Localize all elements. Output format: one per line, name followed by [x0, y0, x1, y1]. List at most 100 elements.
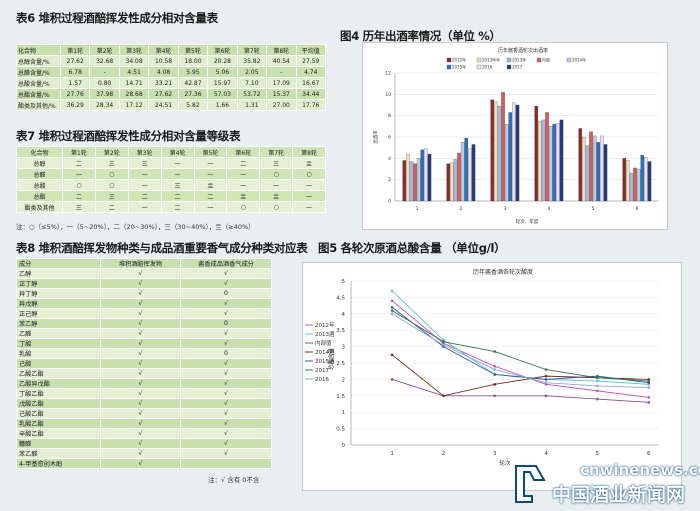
table-cell: √ [100, 408, 181, 419]
table-cell: 33.21 [148, 77, 179, 89]
data-point [390, 312, 394, 316]
table-cell: 4.51 [118, 66, 150, 78]
data-point [544, 378, 548, 381]
fig5-title: 图5 各轮次原酒总酸含量 （单位g/l） [318, 241, 506, 255]
bar [541, 119, 546, 202]
legend-swatch [506, 57, 512, 63]
bar [603, 144, 608, 202]
y-tick-label: 4.5 [336, 295, 345, 301]
bar [468, 148, 472, 202]
data-point [596, 384, 599, 388]
table-cell: √ [100, 268, 181, 279]
y-tick-label: 3 [342, 345, 346, 351]
data-point [493, 350, 497, 353]
y-tick-label: 5 [342, 279, 346, 285]
table-cell: 一 [193, 157, 228, 169]
table-cell: 40.54 [266, 55, 297, 67]
table-row: 己酸 √ √ [16, 358, 272, 369]
bar [416, 158, 421, 202]
chart-title: 历年酱香酒轮次出酒率 [498, 47, 548, 54]
data-point [493, 364, 497, 368]
header-cell: 第7轮 [259, 146, 294, 158]
table-cell: √ [180, 268, 272, 279]
table-cell: 异丁醇 [16, 288, 101, 299]
data-point [493, 394, 497, 398]
table-cell: 1.66 [207, 99, 238, 111]
header-cell: 第3轮 [127, 146, 162, 158]
table-cell: 二 [226, 157, 261, 169]
bar [629, 173, 634, 202]
table-cell: 36.29 [59, 99, 91, 111]
table-cell: 二 [127, 190, 162, 202]
series-line [391, 378, 649, 403]
table-cell: 乳酸 [16, 348, 101, 359]
x-tick-label: 6 [647, 451, 651, 457]
table-cell: 4.08 [148, 66, 179, 78]
watermark-url: cnwinenews.com [580, 461, 700, 479]
table-row: 乳酸乙酯 √ √ [16, 418, 272, 429]
table-row: 异丁醇 √ 0 [16, 288, 272, 299]
table-row: 己酸乙酯 √ √ [16, 408, 272, 419]
table-cell: 0 [180, 348, 272, 359]
data-point [493, 383, 497, 386]
bar [548, 126, 553, 202]
data-point [647, 379, 651, 383]
table-cell: ○ [94, 179, 129, 191]
table7-title: 表7 堆积过程酒醅挥发性成分相对含量等级表 [16, 129, 241, 143]
table-row: 总酯含量/% 27.76 37.98 28.68 27.62 27.36 57.03 53.7… [16, 88, 326, 100]
table-cell: 4-甲基愈创木酚 [16, 458, 101, 469]
table-cell: 35.82 [236, 55, 268, 67]
y-tick-label: 2 [388, 177, 391, 183]
table-cell: 一 [226, 168, 261, 180]
table-cell: 27.62 [59, 55, 91, 67]
table-cell: 一 [127, 179, 162, 191]
table-cell: 总醛含量/% [16, 66, 61, 78]
table-cell: ○ [259, 201, 294, 213]
table-cell: 乙酸乙酯 [16, 368, 101, 379]
table-cell: 0 [180, 288, 272, 299]
bar [640, 155, 645, 202]
table-cell: 1.57 [59, 77, 91, 89]
header-cell: 第4轮 [160, 146, 195, 158]
table-cell: √ [100, 348, 181, 359]
table-row: 丁酸 √ √ [16, 338, 272, 349]
bar [406, 153, 410, 202]
header-cell: 第6轮 [226, 146, 261, 158]
header-cell: 第8轮 [266, 44, 297, 56]
table-cell: 丁酸乙酯 [16, 388, 101, 399]
data-point [442, 343, 445, 347]
table-row: 总醇含量/% 27.62 32.68 34.08 10.58 18.00 20.28 35.8… [16, 55, 326, 67]
table-cell: 总酸 [16, 179, 63, 191]
bar [647, 161, 652, 202]
data-point [390, 378, 394, 381]
table-row: 总酯二三二二二亖亖一 [16, 190, 326, 202]
data-point [442, 340, 445, 343]
table-cell: 16.67 [295, 77, 326, 89]
bar [534, 105, 539, 202]
data-point [647, 396, 651, 399]
table-cell: √ [100, 378, 181, 389]
table-cell: 一 [292, 179, 326, 191]
legend-label: 内部 [542, 57, 550, 63]
table-cell: √ [100, 388, 181, 399]
data-point [544, 381, 548, 384]
data-point [390, 353, 394, 357]
y-tick-label: 2 [342, 377, 346, 383]
table-cell: ○ [292, 168, 326, 180]
table-cell: 二 [160, 201, 195, 213]
table-cell: 一 [62, 168, 96, 180]
data-point [647, 386, 651, 389]
y-tick-label: 3.5 [336, 328, 345, 334]
bar [552, 124, 557, 202]
table-cell: 亖 [193, 179, 228, 191]
table-cell: 苯乙醛 [16, 448, 101, 459]
legend-label: 2013年 [512, 57, 526, 63]
legend-swatch [536, 57, 542, 63]
data-point [596, 389, 599, 393]
table-cell: 0.80 [89, 77, 120, 89]
table-row: 乙醛 √ √ [16, 328, 272, 339]
bar [464, 137, 469, 202]
table-cell: 辛酸乙酯 [16, 428, 101, 439]
table-cell: √ [180, 398, 272, 409]
legend-label: 2017 [315, 368, 329, 374]
